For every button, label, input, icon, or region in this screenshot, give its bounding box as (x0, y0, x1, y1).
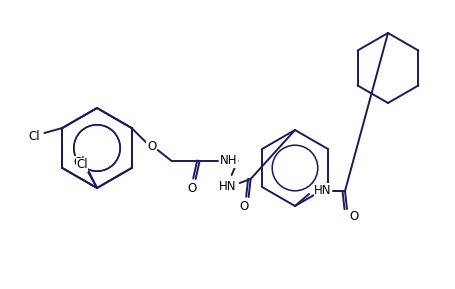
Text: O: O (349, 210, 358, 223)
Text: HN: HN (313, 184, 331, 197)
Text: O: O (147, 140, 156, 153)
Text: Cl: Cl (29, 129, 40, 142)
Text: O: O (187, 182, 196, 195)
Text: NH: NH (219, 155, 237, 168)
Text: O: O (238, 201, 248, 214)
Text: Cl: Cl (73, 157, 85, 170)
Text: HN: HN (218, 179, 236, 192)
Text: Cl: Cl (76, 158, 88, 171)
